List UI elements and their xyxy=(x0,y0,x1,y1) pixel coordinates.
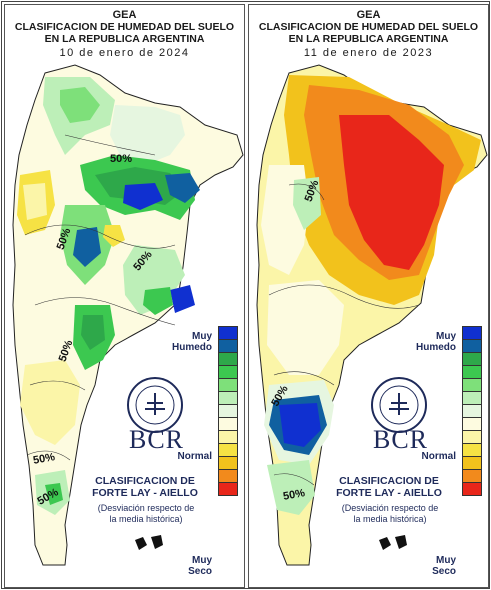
legend-swatch xyxy=(462,391,482,405)
legend-swatch xyxy=(462,443,482,457)
legend-swatch xyxy=(462,482,482,496)
title-line-1: CLASIFICACION DE HUMEDAD DEL SUELO xyxy=(258,21,479,33)
legend-swatch xyxy=(462,469,482,483)
legend-swatch xyxy=(462,339,482,353)
map-panel-2023: GEA CLASIFICACION DE HUMEDAD DEL SUELO E… xyxy=(248,4,489,588)
title-line-2: EN LA REPUBLICA ARGENTINA xyxy=(44,33,205,45)
legend-swatch xyxy=(462,326,482,340)
legend-swatch xyxy=(462,352,482,366)
legend-swatch xyxy=(218,430,238,444)
classification-note: (Desviación respecto de la media históri… xyxy=(341,503,439,524)
map-title-block: GEA CLASIFICACION DE HUMEDAD DEL SUELO E… xyxy=(249,9,488,60)
legend-swatch xyxy=(218,404,238,418)
legend-swatch xyxy=(218,456,238,470)
legend-swatch xyxy=(218,352,238,366)
legend-swatch xyxy=(218,365,238,379)
legend-label-normal: Normal xyxy=(177,451,212,462)
legend-label-normal: Normal xyxy=(421,451,456,462)
legend-swatch xyxy=(218,339,238,353)
legend-swatch xyxy=(218,326,238,340)
bcr-seal-logo xyxy=(371,377,427,433)
map-title-block: GEA CLASIFICACION DE HUMEDAD DEL SUELO E… xyxy=(5,9,244,60)
legend-swatch xyxy=(218,443,238,457)
map-date: 11 de enero de 2023 xyxy=(303,47,434,59)
legend-swatch xyxy=(218,482,238,496)
legend-swatch xyxy=(462,430,482,444)
legend-label-muy-seco: Muy Seco xyxy=(188,555,212,577)
classification-title: CLASIFICACION DE FORTE LAY - AIELLO xyxy=(336,475,442,499)
legend-swatch xyxy=(462,417,482,431)
legend-swatch xyxy=(218,469,238,483)
legend-label-muy-humedo: Muy Humedo xyxy=(416,331,456,353)
isoline-label: 50% xyxy=(110,153,133,165)
bcr-seal-logo xyxy=(127,377,183,433)
classification-title: CLASIFICACION DE FORTE LAY - AIELLO xyxy=(92,475,198,499)
legend-swatch xyxy=(462,378,482,392)
bcr-logo-text: BCR xyxy=(129,425,185,454)
legend-scale xyxy=(462,326,482,496)
org-title: GEA xyxy=(112,9,137,21)
org-title: GEA xyxy=(356,9,381,21)
classification-note: (Desviación respecto de la media históri… xyxy=(97,503,195,524)
legend-swatch xyxy=(462,404,482,418)
legend-swatch xyxy=(218,378,238,392)
legend-scale xyxy=(218,326,238,496)
title-line-1: CLASIFICACION DE HUMEDAD DEL SUELO xyxy=(14,21,235,33)
title-line-2: EN LA REPUBLICA ARGENTINA xyxy=(288,33,449,45)
bcr-logo-text: BCR xyxy=(373,425,429,454)
legend-label-muy-humedo: Muy Humedo xyxy=(172,331,212,353)
legend-swatch xyxy=(462,456,482,470)
map-date: 10 de enero de 2024 xyxy=(59,47,190,59)
soil-moisture-map-2024 xyxy=(12,64,244,566)
legend-label-muy-seco: Muy Seco xyxy=(432,555,456,577)
legend-swatch xyxy=(218,417,238,431)
legend-swatch xyxy=(218,391,238,405)
map-panel-2024: GEA CLASIFICACION DE HUMEDAD DEL SUELO E… xyxy=(4,4,245,588)
legend-swatch xyxy=(462,365,482,379)
soil-moisture-map-2023 xyxy=(256,64,488,566)
